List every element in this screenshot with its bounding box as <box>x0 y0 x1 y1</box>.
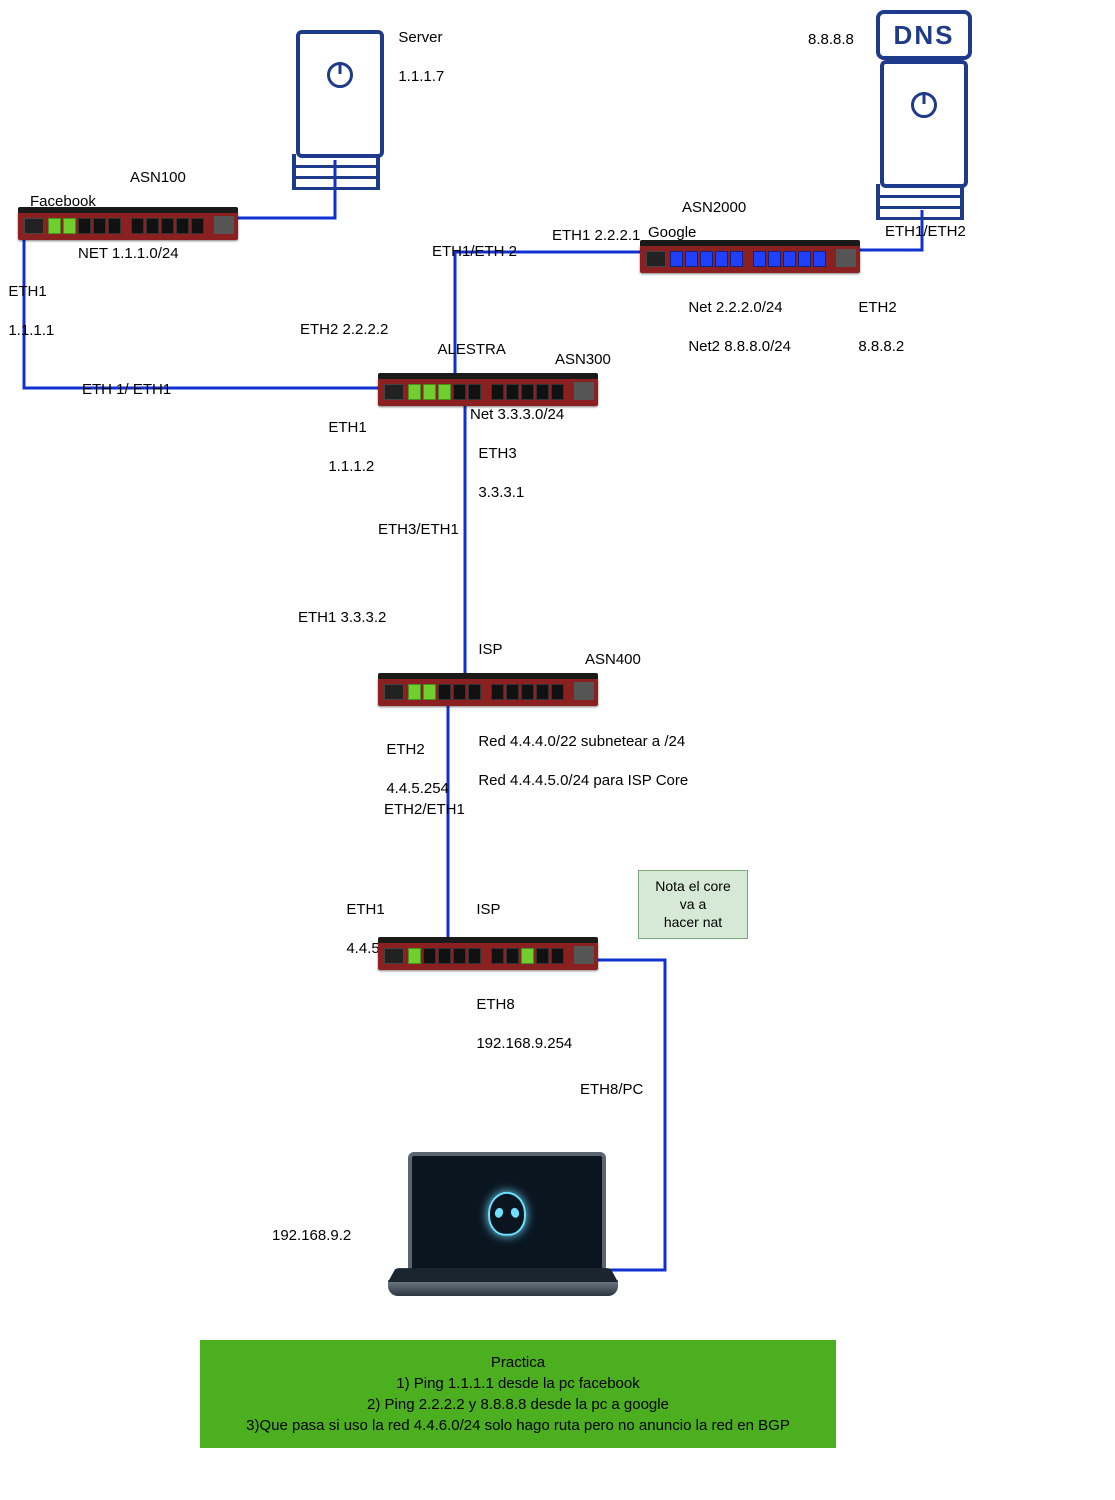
alestra-eth3: ETH3 3.3.3.1 <box>470 424 524 502</box>
pc-ip: 192.168.9.2 <box>272 1226 351 1246</box>
alestra-eth1: ETH1 1.1.1.2 <box>320 398 374 476</box>
alestra-link-down: ETH3/ETH1 <box>378 520 459 540</box>
google-eth2: ETH2 8.8.8.2 <box>850 278 904 356</box>
asn2000-label: ASN2000 <box>682 198 746 218</box>
google-nets: Net 2.2.2.0/24 Net2 8.8.8.0/24 <box>680 278 791 356</box>
asn400-label: ASN400 <box>585 650 641 670</box>
alestra-link-left: ETH 1/ ETH1 <box>82 380 171 400</box>
ispborde-eth2: ETH2 4.4.5.254 <box>378 720 449 798</box>
alestra-net: Net 3.3.3.0/24 <box>470 405 564 425</box>
asn300-label: ASN300 <box>555 350 611 370</box>
dns-ip: 8.8.8.8 <box>808 30 854 50</box>
dns-eth-label: ETH1/ETH2 <box>885 222 966 242</box>
ispborde-link-down: ETH2/ETH1 <box>384 800 465 820</box>
alestra-eth2: ETH2 2.2.2.2 <box>300 320 388 340</box>
pc-laptop-icon <box>408 1152 618 1296</box>
ispborde-eth1: ETH1 3.3.3.2 <box>298 608 386 628</box>
alestra-link-top: ETH1/ETH 2 <box>432 242 517 262</box>
google-router <box>640 245 860 273</box>
alestra-router <box>378 378 598 406</box>
dns-badge: DNS <box>876 10 972 60</box>
facebook-router <box>18 212 238 240</box>
facebook-net: NET 1.1.1.0/24 <box>78 244 179 264</box>
nat-note: Nota el core va a hacer nat <box>638 870 748 939</box>
ispcore-link-pc: ETH8/PC <box>580 1080 643 1100</box>
ispborde-nets: Red 4.4.4.0/22 subnetear a /24 Red 4.4.4… <box>470 712 688 790</box>
server1-title: Server 1.1.1.7 <box>390 8 444 86</box>
facebook-eth1: ETH1 1.1.1.1 <box>0 262 54 340</box>
practice-box: Practica 1) Ping 1.1.1.1 desde la pc fac… <box>200 1340 836 1448</box>
google-eth1: ETH1 2.2.2.1 <box>552 226 640 246</box>
ispcore-router <box>378 942 598 970</box>
ispcore-eth8: ETH8 192.168.9.254 <box>468 975 572 1053</box>
asn100-label: ASN100 <box>130 168 186 188</box>
server1-icon <box>296 30 376 190</box>
ispborde-router <box>378 678 598 706</box>
dns-server-icon <box>880 60 960 220</box>
